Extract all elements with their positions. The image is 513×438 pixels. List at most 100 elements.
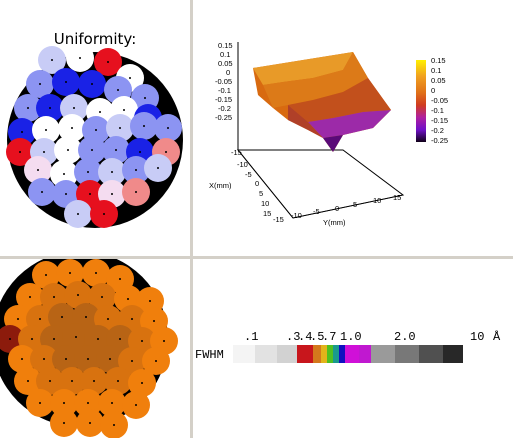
horizontal-divider[interactable] — [0, 256, 513, 259]
scale-segment — [321, 345, 327, 363]
y-axis-label: Y(mm) — [323, 218, 346, 227]
site-center-marker — [19, 151, 21, 153]
site-center-marker — [103, 213, 105, 215]
site-center-marker — [97, 338, 99, 340]
scale-tick: .4 — [298, 330, 313, 344]
z-tick: -0.25 — [215, 113, 232, 122]
scale-segment — [395, 345, 419, 363]
scale-segment — [297, 345, 313, 363]
scale-unit: Å — [493, 330, 501, 344]
z-tick: 0.05 — [218, 59, 233, 68]
y-tick: -5 — [313, 207, 320, 216]
site-center-marker — [87, 171, 89, 173]
surface-plot: 0.15 0.1 0.05 0 -0.05 -0.1 -0.15 -0.2 -0… — [209, 41, 448, 227]
site-center-marker — [113, 424, 115, 426]
site-center-marker — [61, 316, 63, 318]
site-center-marker — [71, 127, 73, 129]
site-center-marker — [67, 149, 69, 151]
scale-tick: 1.0 — [340, 330, 362, 344]
x-tick: 0 — [255, 179, 259, 188]
y-tick: -15 — [273, 215, 284, 224]
z-tick: -0.15 — [215, 95, 232, 104]
site-center-marker — [49, 380, 51, 382]
site-center-marker — [63, 173, 65, 175]
colorbar-tick: 0.15 — [431, 56, 446, 65]
surface-edge — [288, 105, 323, 138]
scale-tick: 10 — [470, 330, 485, 344]
site-center-marker — [135, 169, 137, 171]
site-center-marker — [43, 151, 45, 153]
colorbar-tick: 0 — [431, 86, 435, 95]
site-center-marker — [141, 340, 143, 342]
colorbar — [416, 60, 426, 142]
site-center-marker — [95, 272, 97, 274]
scale-tick: .3 — [286, 330, 301, 344]
site-center-marker — [27, 107, 29, 109]
site-center-marker — [53, 338, 55, 340]
x-tick: -5 — [245, 170, 252, 179]
z-tick: 0.15 — [218, 41, 233, 50]
fwhm-wafer-map — [0, 259, 178, 438]
site-center-marker — [167, 127, 169, 129]
scale-tick: 2.0 — [394, 330, 416, 344]
fwhm-label: FWHM — [195, 348, 224, 362]
site-center-marker — [119, 338, 121, 340]
x-axis-line — [237, 149, 294, 219]
site-center-marker — [41, 191, 43, 193]
scale-segment — [359, 345, 371, 363]
site-center-marker — [63, 402, 65, 404]
site-center-marker — [45, 129, 47, 131]
x-axis-label: X(mm) — [209, 181, 232, 190]
site-center-marker — [39, 402, 41, 404]
site-center-marker — [69, 272, 71, 274]
site-center-marker — [123, 109, 125, 111]
site-center-marker — [119, 278, 121, 280]
site-center-marker — [101, 296, 103, 298]
site-center-marker — [27, 380, 29, 382]
site-center-marker — [75, 336, 77, 338]
fwhm-map-pane — [0, 259, 190, 438]
site-center-marker — [99, 111, 101, 113]
uniformity-wafer-map — [6, 44, 183, 228]
site-center-marker — [91, 149, 93, 151]
x-tick: -10 — [237, 160, 248, 169]
site-center-marker — [109, 358, 111, 360]
surface-trough — [308, 110, 391, 138]
scale-segment — [371, 345, 395, 363]
site-center-marker — [131, 360, 133, 362]
site-center-marker — [37, 169, 39, 171]
y-tick: 0 — [335, 204, 339, 213]
site-center-marker — [77, 213, 79, 215]
site-center-marker — [71, 380, 73, 382]
site-center-marker — [131, 318, 133, 320]
y-tick: 5 — [353, 200, 357, 209]
site-center-marker — [111, 171, 113, 173]
site-center-marker — [149, 300, 151, 302]
colorbar-tick: 0.1 — [431, 66, 441, 75]
site-center-marker — [87, 358, 89, 360]
scale-segment — [345, 345, 359, 363]
site-center-marker — [139, 151, 141, 153]
vertical-divider[interactable] — [190, 0, 193, 438]
site-center-marker — [21, 358, 23, 360]
site-center-marker — [91, 83, 93, 85]
site-center-marker — [143, 125, 145, 127]
colorbar-tick: 0.05 — [431, 76, 446, 85]
site-center-marker — [111, 402, 113, 404]
scale-tick: .5 — [310, 330, 325, 344]
y-tick: 15 — [393, 193, 401, 202]
z-tick: -0.1 — [218, 86, 231, 95]
colorbar-tick: -0.2 — [431, 126, 444, 135]
colorbar-tick: -0.25 — [431, 136, 448, 145]
z-tick: 0 — [226, 68, 230, 77]
site-center-marker — [21, 131, 23, 133]
scale-segment — [233, 345, 255, 363]
site-center-marker — [163, 340, 165, 342]
site-center-marker — [95, 129, 97, 131]
site-center-marker — [87, 402, 89, 404]
site-center-marker — [115, 149, 117, 151]
colorbar-tick: -0.1 — [431, 106, 444, 115]
site-center-marker — [77, 294, 79, 296]
site-center-marker — [107, 61, 109, 63]
surface-mid-band — [263, 52, 368, 108]
